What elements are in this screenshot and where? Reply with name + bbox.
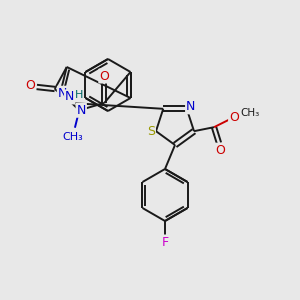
Text: CH₃: CH₃ [240, 108, 260, 118]
Text: N: N [65, 91, 74, 103]
Text: S: S [147, 125, 155, 138]
Text: F: F [161, 236, 169, 248]
Text: O: O [25, 80, 35, 92]
Text: N: N [58, 87, 67, 100]
Text: O: O [99, 70, 109, 83]
Text: O: O [215, 144, 225, 157]
Text: N: N [76, 104, 86, 117]
Text: CH₃: CH₃ [62, 132, 83, 142]
Text: H: H [75, 90, 83, 100]
Text: N: N [186, 100, 195, 113]
Text: O: O [229, 111, 239, 124]
